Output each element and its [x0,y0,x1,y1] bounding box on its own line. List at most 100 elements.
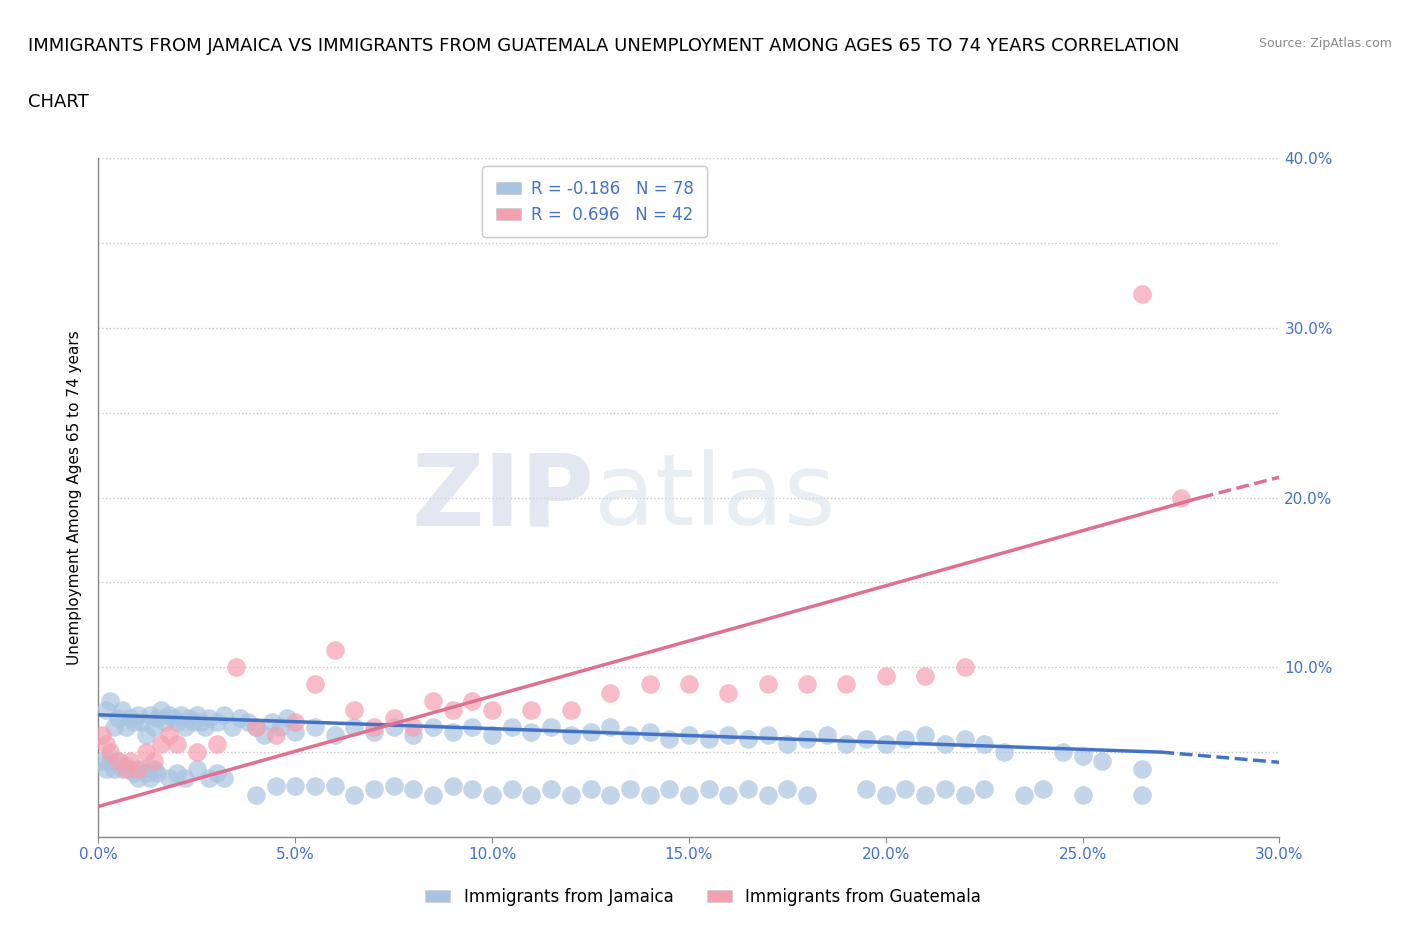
Point [138,770,160,785]
Point [1052,745,1074,760]
Point [894,731,917,746]
Point [658,782,681,797]
Point [157,708,180,723]
Point [260,714,283,729]
Point [221,719,243,734]
Point [177,711,200,725]
Point [186,708,208,723]
Point [382,719,405,734]
Point [245,719,267,734]
Point [135,727,157,742]
Point [284,778,307,793]
Point [776,737,799,751]
Point [619,727,641,742]
Point [162,711,184,725]
Point [599,787,621,802]
Point [107,711,129,725]
Point [146,711,169,725]
Point [284,714,307,729]
Point [214,708,236,723]
Point [599,719,621,734]
Point [461,694,484,709]
Point [1130,762,1153,777]
Text: ZIP: ZIP [412,449,595,546]
Point [181,714,204,729]
Point [131,714,153,729]
Point [170,708,193,723]
Point [142,719,165,734]
Point [276,711,298,725]
Point [382,711,405,725]
Point [1130,286,1153,301]
Point [737,782,759,797]
Point [382,778,405,793]
Point [127,770,149,785]
Point [501,719,523,734]
Point [127,708,149,723]
Point [560,727,582,742]
Point [560,787,582,802]
Point [96,762,118,777]
Point [115,758,138,773]
Point [107,753,129,768]
Point [520,724,543,739]
Point [122,765,145,780]
Legend: Immigrants from Jamaica, Immigrants from Guatemala: Immigrants from Jamaica, Immigrants from… [419,881,987,912]
Point [122,714,145,729]
Text: CHART: CHART [28,93,89,111]
Point [304,719,326,734]
Point [118,753,141,768]
Point [343,719,366,734]
Point [146,765,169,780]
Point [205,765,228,780]
Point [953,787,976,802]
Point [236,714,259,729]
Point [658,731,681,746]
Point [422,719,444,734]
Point [678,787,700,802]
Point [264,727,287,742]
Point [245,787,267,802]
Point [501,782,523,797]
Point [835,737,858,751]
Point [461,782,484,797]
Point [229,711,252,725]
Point [166,714,188,729]
Legend: R = -0.186   N = 78, R =  0.696   N = 42: R = -0.186 N = 78, R = 0.696 N = 42 [482,166,707,237]
Point [98,745,121,760]
Point [441,702,464,717]
Point [638,724,661,739]
Point [697,782,720,797]
Point [363,724,385,739]
Point [103,719,125,734]
Point [138,708,160,723]
Point [619,782,641,797]
Point [127,762,149,777]
Point [253,727,276,742]
Point [118,711,141,725]
Point [142,762,165,777]
Point [205,737,228,751]
Point [1071,787,1094,802]
Point [155,714,177,729]
Point [914,787,936,802]
Point [96,737,118,751]
Point [343,787,366,802]
Point [461,719,484,734]
Point [441,724,464,739]
Point [835,677,858,692]
Point [756,677,779,692]
Point [402,782,425,797]
Point [205,714,228,729]
Point [402,719,425,734]
Point [953,731,976,746]
Point [166,737,188,751]
Point [776,782,799,797]
Point [914,727,936,742]
Point [197,711,219,725]
Point [875,669,897,684]
Point [973,782,995,797]
Text: IMMIGRANTS FROM JAMAICA VS IMMIGRANTS FROM GUATEMALA UNEMPLOYMENT AMONG AGES 65 : IMMIGRANTS FROM JAMAICA VS IMMIGRANTS FR… [28,37,1180,55]
Point [103,762,125,777]
Point [107,753,129,768]
